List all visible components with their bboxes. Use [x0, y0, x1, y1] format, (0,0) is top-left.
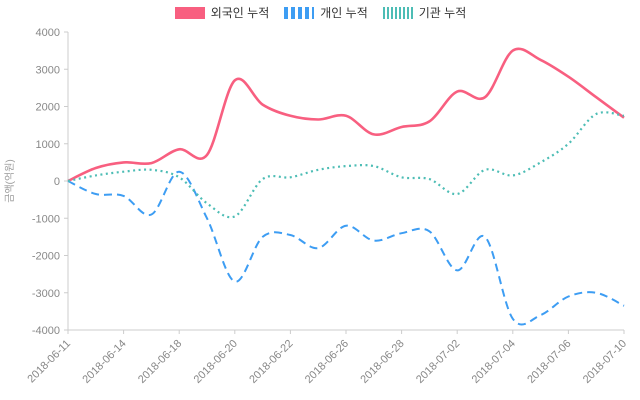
y-tick-label: 1000	[36, 139, 60, 151]
legend-swatch-foreigner-icon	[174, 7, 205, 19]
y-tick-label: 3000	[36, 64, 60, 76]
legend-label-foreigner: 외국인 누적	[210, 6, 270, 20]
y-tick-label: 4000	[36, 27, 60, 39]
y-tick-label: -3000	[32, 288, 60, 300]
x-tick-label: 2018-06-26	[303, 338, 351, 386]
x-tick-label: 2018-07-02	[414, 338, 462, 386]
y-tick-label: 0	[54, 176, 60, 188]
legend-item-foreigner[interactable]: 외국인 누적	[174, 6, 270, 20]
legend-label-institution: 기관 누적	[418, 6, 467, 20]
y-tick-label: -2000	[32, 251, 60, 263]
y-tick-label: -1000	[32, 213, 60, 225]
x-tick-label: 2018-07-10	[581, 338, 629, 386]
x-tick-label: 2018-06-18	[136, 338, 184, 386]
x-tick-label: 2018-06-20	[192, 338, 240, 386]
individual-line	[67, 170, 625, 326]
x-tick-label: 2018-06-11	[25, 338, 73, 386]
legend-swatch-individual-icon	[284, 7, 315, 19]
x-tick-label: 2018-06-14	[80, 338, 128, 386]
y-tick-label: -4000	[32, 325, 60, 337]
x-tick-label: 2018-06-28	[358, 338, 406, 386]
x-tick-label: 2018-06-22	[247, 338, 295, 386]
legend-label-individual: 개인 누적	[320, 6, 368, 20]
institution-line	[67, 111, 625, 219]
legend-item-institution[interactable]: 기관 누적	[382, 6, 467, 20]
x-tick-label: 2018-07-06	[525, 338, 573, 386]
y-tick-label: 2000	[36, 102, 60, 114]
x-tick-label: 2018-07-04	[470, 338, 518, 386]
foreigner-line	[67, 47, 625, 183]
legend-item-individual[interactable]: 개인 누적	[283, 6, 368, 20]
y-axis-label: 금액(억원)	[4, 159, 16, 202]
legend-swatch-institution-icon	[382, 7, 413, 19]
chart-legend: 외국인 누적 개인 누적 기관 누적	[0, 6, 640, 20]
